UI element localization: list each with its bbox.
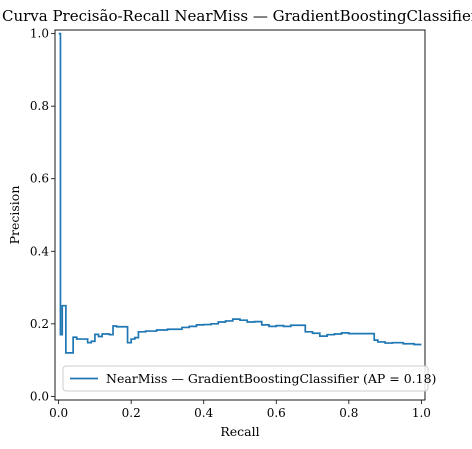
- y-tick-label: 0.4: [30, 244, 49, 258]
- x-tick-label: 0.2: [122, 406, 141, 420]
- legend: NearMiss — GradientBoostingClassifier (A…: [62, 365, 436, 392]
- chart-title: Curva Precisão-Recall NearMiss — Gradien…: [2, 7, 472, 25]
- y-tick-label: 0.8: [30, 99, 49, 113]
- plot-area: 0.0 0.2 0.4 0.6 0.8 1.0 0.0 0.2 0.4 0.6 0.8 1.0: [30, 27, 431, 420]
- x-axis-label: Recall: [220, 424, 259, 439]
- plot-frame: [54, 29, 426, 401]
- y-axis-label: Precision: [7, 186, 22, 245]
- y-tick-label: 0.6: [30, 172, 49, 186]
- legend-box: [62, 365, 429, 392]
- legend-series-label: NearMiss — GradientBoostingClassifier (A…: [106, 371, 436, 386]
- x-tick-label: 0.8: [339, 406, 358, 420]
- x-tick-label: 0.0: [49, 406, 68, 420]
- y-tick-label: 0.2: [30, 317, 49, 331]
- x-tick-label: 0.6: [267, 406, 286, 420]
- y-tick-label: 1.0: [30, 27, 49, 41]
- x-tick-label: 1.0: [412, 406, 431, 420]
- x-tick-label: 0.4: [194, 406, 213, 420]
- pr-curve-line: [58, 32, 422, 354]
- y-tick-label: 0.0: [30, 389, 49, 403]
